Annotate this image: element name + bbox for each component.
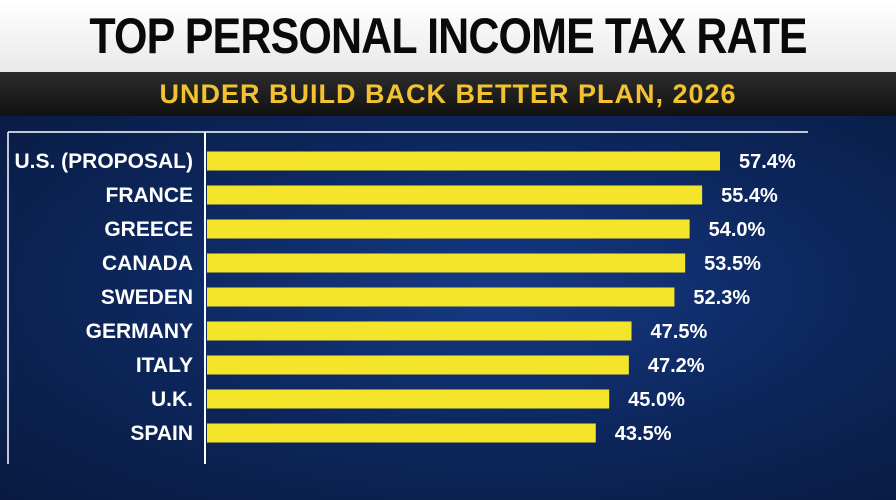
category-label: FRANCE (106, 184, 194, 207)
category-label: ITALY (136, 354, 193, 377)
bar (207, 355, 629, 375)
value-label: 54.0% (709, 219, 766, 241)
category-label: U.K. (151, 388, 193, 411)
bar (207, 287, 675, 307)
bar (207, 321, 632, 341)
bar (207, 253, 686, 273)
bar (207, 151, 720, 171)
category-label: U.S. (PROPOSAL) (14, 150, 193, 173)
chart-title: TOP PERSONAL INCOME TAX RATE (89, 8, 807, 64)
category-label: GERMANY (86, 320, 193, 343)
subtitle-banner: UNDER BUILD BACK BETTER PLAN, 2026 (0, 72, 896, 116)
chart-subtitle: UNDER BUILD BACK BETTER PLAN, 2026 (159, 78, 737, 109)
value-label: 45.0% (628, 389, 685, 411)
value-label: 57.4% (739, 151, 796, 173)
value-label: 52.3% (693, 287, 750, 309)
bar (207, 389, 610, 409)
category-label: SPAIN (130, 422, 193, 445)
value-label: 47.2% (648, 355, 705, 377)
category-label: GREECE (104, 218, 193, 241)
bar-chart: U.S. (PROPOSAL) 57.4% FRANCE 55.4% GREECE 54.… (7, 131, 808, 464)
category-label: SWEDEN (101, 286, 193, 309)
category-label: CANADA (102, 252, 193, 275)
title-banner: TOP PERSONAL INCOME TAX RATE (0, 0, 896, 72)
bar (207, 219, 690, 239)
value-label: 55.4% (721, 185, 778, 207)
value-label: 53.5% (704, 253, 761, 275)
value-label: 47.5% (651, 321, 708, 343)
bar (207, 423, 596, 443)
bar (207, 185, 703, 205)
value-label: 43.5% (615, 423, 672, 445)
chart-area: U.S. (PROPOSAL) 57.4% FRANCE 55.4% GREECE 54.… (0, 116, 896, 500)
